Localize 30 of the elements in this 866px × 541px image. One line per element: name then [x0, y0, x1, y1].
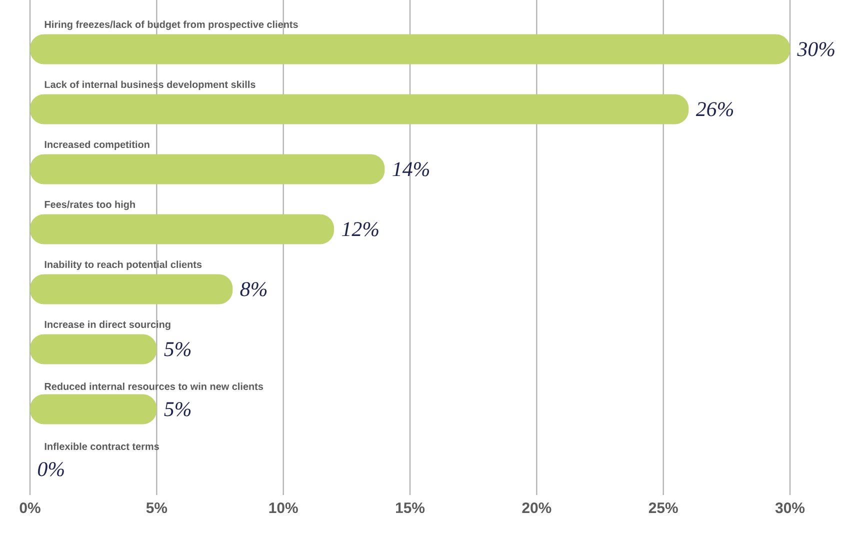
y-tick-label: Fees/rates too high: [44, 200, 135, 210]
bar: [30, 334, 157, 364]
y-tick-label: Hiring freezes/lack of budget from prospective clients: [44, 20, 298, 30]
data-label: 8%: [240, 282, 267, 296]
data-label: 5%: [164, 402, 191, 416]
data-label: 12%: [342, 222, 378, 236]
x-tick-label: 30%: [775, 502, 805, 514]
bar: [30, 394, 157, 424]
y-tick-label: Inflexible contract terms: [44, 442, 159, 450]
data-label: 26%: [696, 102, 734, 116]
bar: [30, 94, 689, 124]
x-tick-label: 5%: [146, 502, 168, 514]
x-tick-label: 25%: [648, 502, 678, 514]
y-tick-label: Reduced internal resources to win new clients: [44, 382, 264, 390]
data-label: 30%: [797, 42, 834, 56]
bar: [30, 274, 233, 304]
x-tick-label: 10%: [269, 502, 298, 514]
data-label: 14%: [392, 162, 430, 176]
y-tick-label: Increased competition: [44, 140, 150, 150]
data-label: 0%: [38, 462, 64, 476]
y-tick-label: Lack of internal business development skills: [44, 80, 256, 90]
bar: [30, 214, 334, 244]
x-tick-label: 15%: [396, 502, 425, 514]
bar: [30, 34, 790, 64]
x-tick-label: 0%: [20, 502, 40, 514]
bar: [30, 154, 385, 184]
y-tick-label: Inability to reach potential clients: [44, 260, 202, 270]
data-label: 5%: [164, 342, 191, 356]
x-tick-label: 20%: [522, 502, 552, 514]
y-tick-label: Increase in direct sourcing: [44, 320, 170, 330]
